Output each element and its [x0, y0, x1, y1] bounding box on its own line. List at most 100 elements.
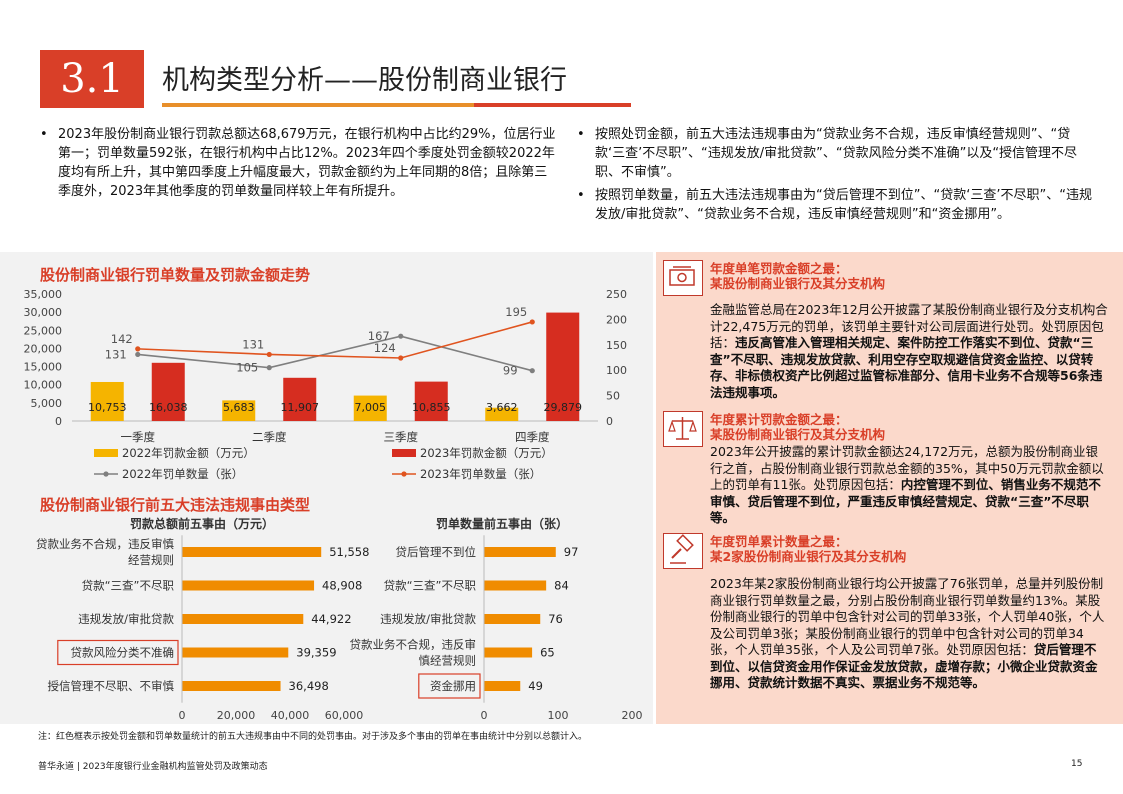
category-label: 贷后管理不到位	[396, 545, 477, 559]
bar-value-label: 97	[564, 545, 579, 559]
bar-value-label: 76	[548, 612, 563, 626]
bar-value-label: 29,879	[544, 401, 583, 414]
highlight-3-title: 年度罚单累计数量之最： 某2家股份制商业银行及其分支机构	[710, 534, 907, 564]
highlight-box	[57, 639, 179, 666]
bar-value-label: 36,498	[289, 679, 329, 693]
bar-value-label: 44,922	[311, 612, 351, 626]
x-tick-label: 40,000	[271, 709, 310, 722]
legend-marker	[401, 471, 407, 477]
bullet-item: 按照罚单数量，前五大违法违规事由为“贷后管理不到位”、“贷款‘三查’不尽职”、“…	[575, 186, 1095, 224]
category-label: 贷款业务不合规，违反审慎	[36, 537, 174, 551]
bar-value-label: 51,558	[329, 545, 369, 559]
section-number: 3.1	[40, 50, 144, 108]
bullet-item: 2023年股份制商业银行罚款总额达68,679万元，在银行机构中占比约29%，位…	[38, 125, 558, 201]
page-title: 机构类型分析——股份制商业银行	[162, 65, 567, 96]
bar	[484, 614, 541, 624]
category-label: 授信管理不尽职、不审慎	[48, 679, 175, 693]
category-label: 违规发放/审批贷款	[78, 612, 174, 626]
bar-value-label: 10,855	[412, 401, 451, 414]
count-reasons-subtitle: 罚单数量前五事由（张）	[436, 517, 569, 531]
x-tick-label: 20,000	[217, 709, 256, 722]
bar	[151, 362, 185, 421]
y-left-tick-label: 0	[55, 415, 62, 428]
bar-value-label: 3,662	[486, 401, 518, 414]
line-value-label: 131	[242, 337, 264, 351]
y-left-tick-label: 20,000	[24, 342, 63, 355]
y-right-tick-label: 200	[606, 313, 627, 326]
line-value-label: 167	[368, 329, 390, 343]
line-point	[398, 333, 404, 339]
bar	[414, 381, 448, 421]
line-point	[529, 319, 535, 325]
summary-bullets-right: 按照处罚金额，前五大违法违规事由为“贷款业务不合规，违反审慎经营规则”、“贷款‘…	[575, 125, 1095, 228]
legend-label: 2022年罚款金额（万元）	[122, 446, 255, 460]
y-left-tick-label: 10,000	[24, 379, 63, 392]
x-tick-label: 二季度	[252, 430, 287, 444]
category-label: 贷款风险分类不准确	[71, 646, 175, 660]
charts-panel	[0, 252, 653, 724]
x-tick-label: 三季度	[384, 430, 419, 444]
category-label: 经营规则	[128, 553, 174, 567]
bar-value-label: 84	[554, 579, 569, 593]
highlights-panel	[656, 252, 1123, 724]
bar	[283, 377, 317, 421]
bar	[182, 580, 315, 591]
legend-label: 2022年罚单数量（张）	[122, 467, 243, 481]
category-label: 贷款业务不合规，违反审	[350, 638, 477, 652]
x-tick-label: 200	[622, 709, 643, 722]
bar	[222, 400, 256, 421]
x-tick-label: 0	[179, 709, 186, 722]
category-label: 贷款“三查”不尽职	[384, 579, 477, 593]
category-label: 贷款“三查”不尽职	[82, 579, 175, 593]
line-point	[266, 351, 272, 358]
summary-bullets-left: 2023年股份制商业银行罚款总额达68,679万元，在银行机构中占比约29%，位…	[38, 125, 558, 205]
bar-value-label: 10,753	[88, 401, 127, 414]
bar	[182, 647, 289, 658]
legend-swatch	[392, 449, 416, 457]
legend-marker	[103, 471, 109, 477]
scale-icon	[663, 411, 703, 447]
y-right-tick-label: 250	[606, 288, 627, 301]
line-point	[398, 355, 404, 361]
bar-value-label: 48,908	[322, 579, 362, 593]
y-left-tick-label: 35,000	[24, 288, 63, 301]
trend-chart-title: 股份制商业银行罚单数量及罚款金额走势	[40, 266, 311, 284]
highlight-box	[418, 673, 481, 699]
y-left-tick-label: 15,000	[24, 361, 63, 374]
bar	[484, 647, 533, 658]
highlight-2-title: 年度累计罚款金额之最： 某股份制商业银行及其分支机构	[710, 412, 886, 442]
line-value-label: 142	[111, 332, 133, 346]
bar	[90, 381, 124, 421]
line-value-label: 195	[505, 305, 527, 319]
bar	[182, 681, 281, 691]
amount-reasons-subtitle: 罚款总额前五事由（万元）	[130, 517, 275, 531]
bar	[353, 395, 387, 421]
legend-label: 2023年罚单数量（张）	[420, 467, 541, 481]
line-point	[266, 365, 272, 371]
y-left-tick-label: 30,000	[24, 306, 63, 319]
line-value-label: 124	[374, 341, 396, 355]
bar	[484, 681, 521, 691]
bar-value-label: 11,907	[281, 401, 320, 414]
title-underline-red	[474, 103, 631, 107]
highlight-3-text: 2023年某2家股份制商业银行均公开披露了76张罚单，总量并列股份制商业银行罚单…	[710, 576, 1105, 690]
y-left-tick-label: 5,000	[31, 397, 63, 410]
line-value-label: 131	[105, 347, 127, 361]
line-point	[135, 346, 141, 352]
series-line	[137, 335, 533, 372]
line-point	[135, 351, 141, 358]
line-value-label: 99	[503, 364, 518, 378]
x-tick-label: 四季度	[515, 430, 550, 444]
highlight-1-text: 金融监管总局在2023年12月公开披露了某股份制商业银行及分支机构合计22,47…	[710, 302, 1108, 400]
bar	[182, 547, 322, 557]
bar	[546, 312, 580, 421]
footer-source: 普华永道 | 2023年度银行业金融机构监管处罚及政策动态	[38, 762, 268, 772]
y-right-tick-label: 150	[606, 339, 627, 352]
page-number: 15	[1071, 759, 1083, 769]
x-tick-label: 60,000	[325, 709, 364, 722]
y-left-tick-label: 25,000	[24, 324, 63, 337]
bar	[484, 580, 547, 591]
bar	[485, 407, 519, 421]
category-label: 资金挪用	[430, 679, 476, 693]
x-tick-label: 一季度	[121, 430, 156, 444]
